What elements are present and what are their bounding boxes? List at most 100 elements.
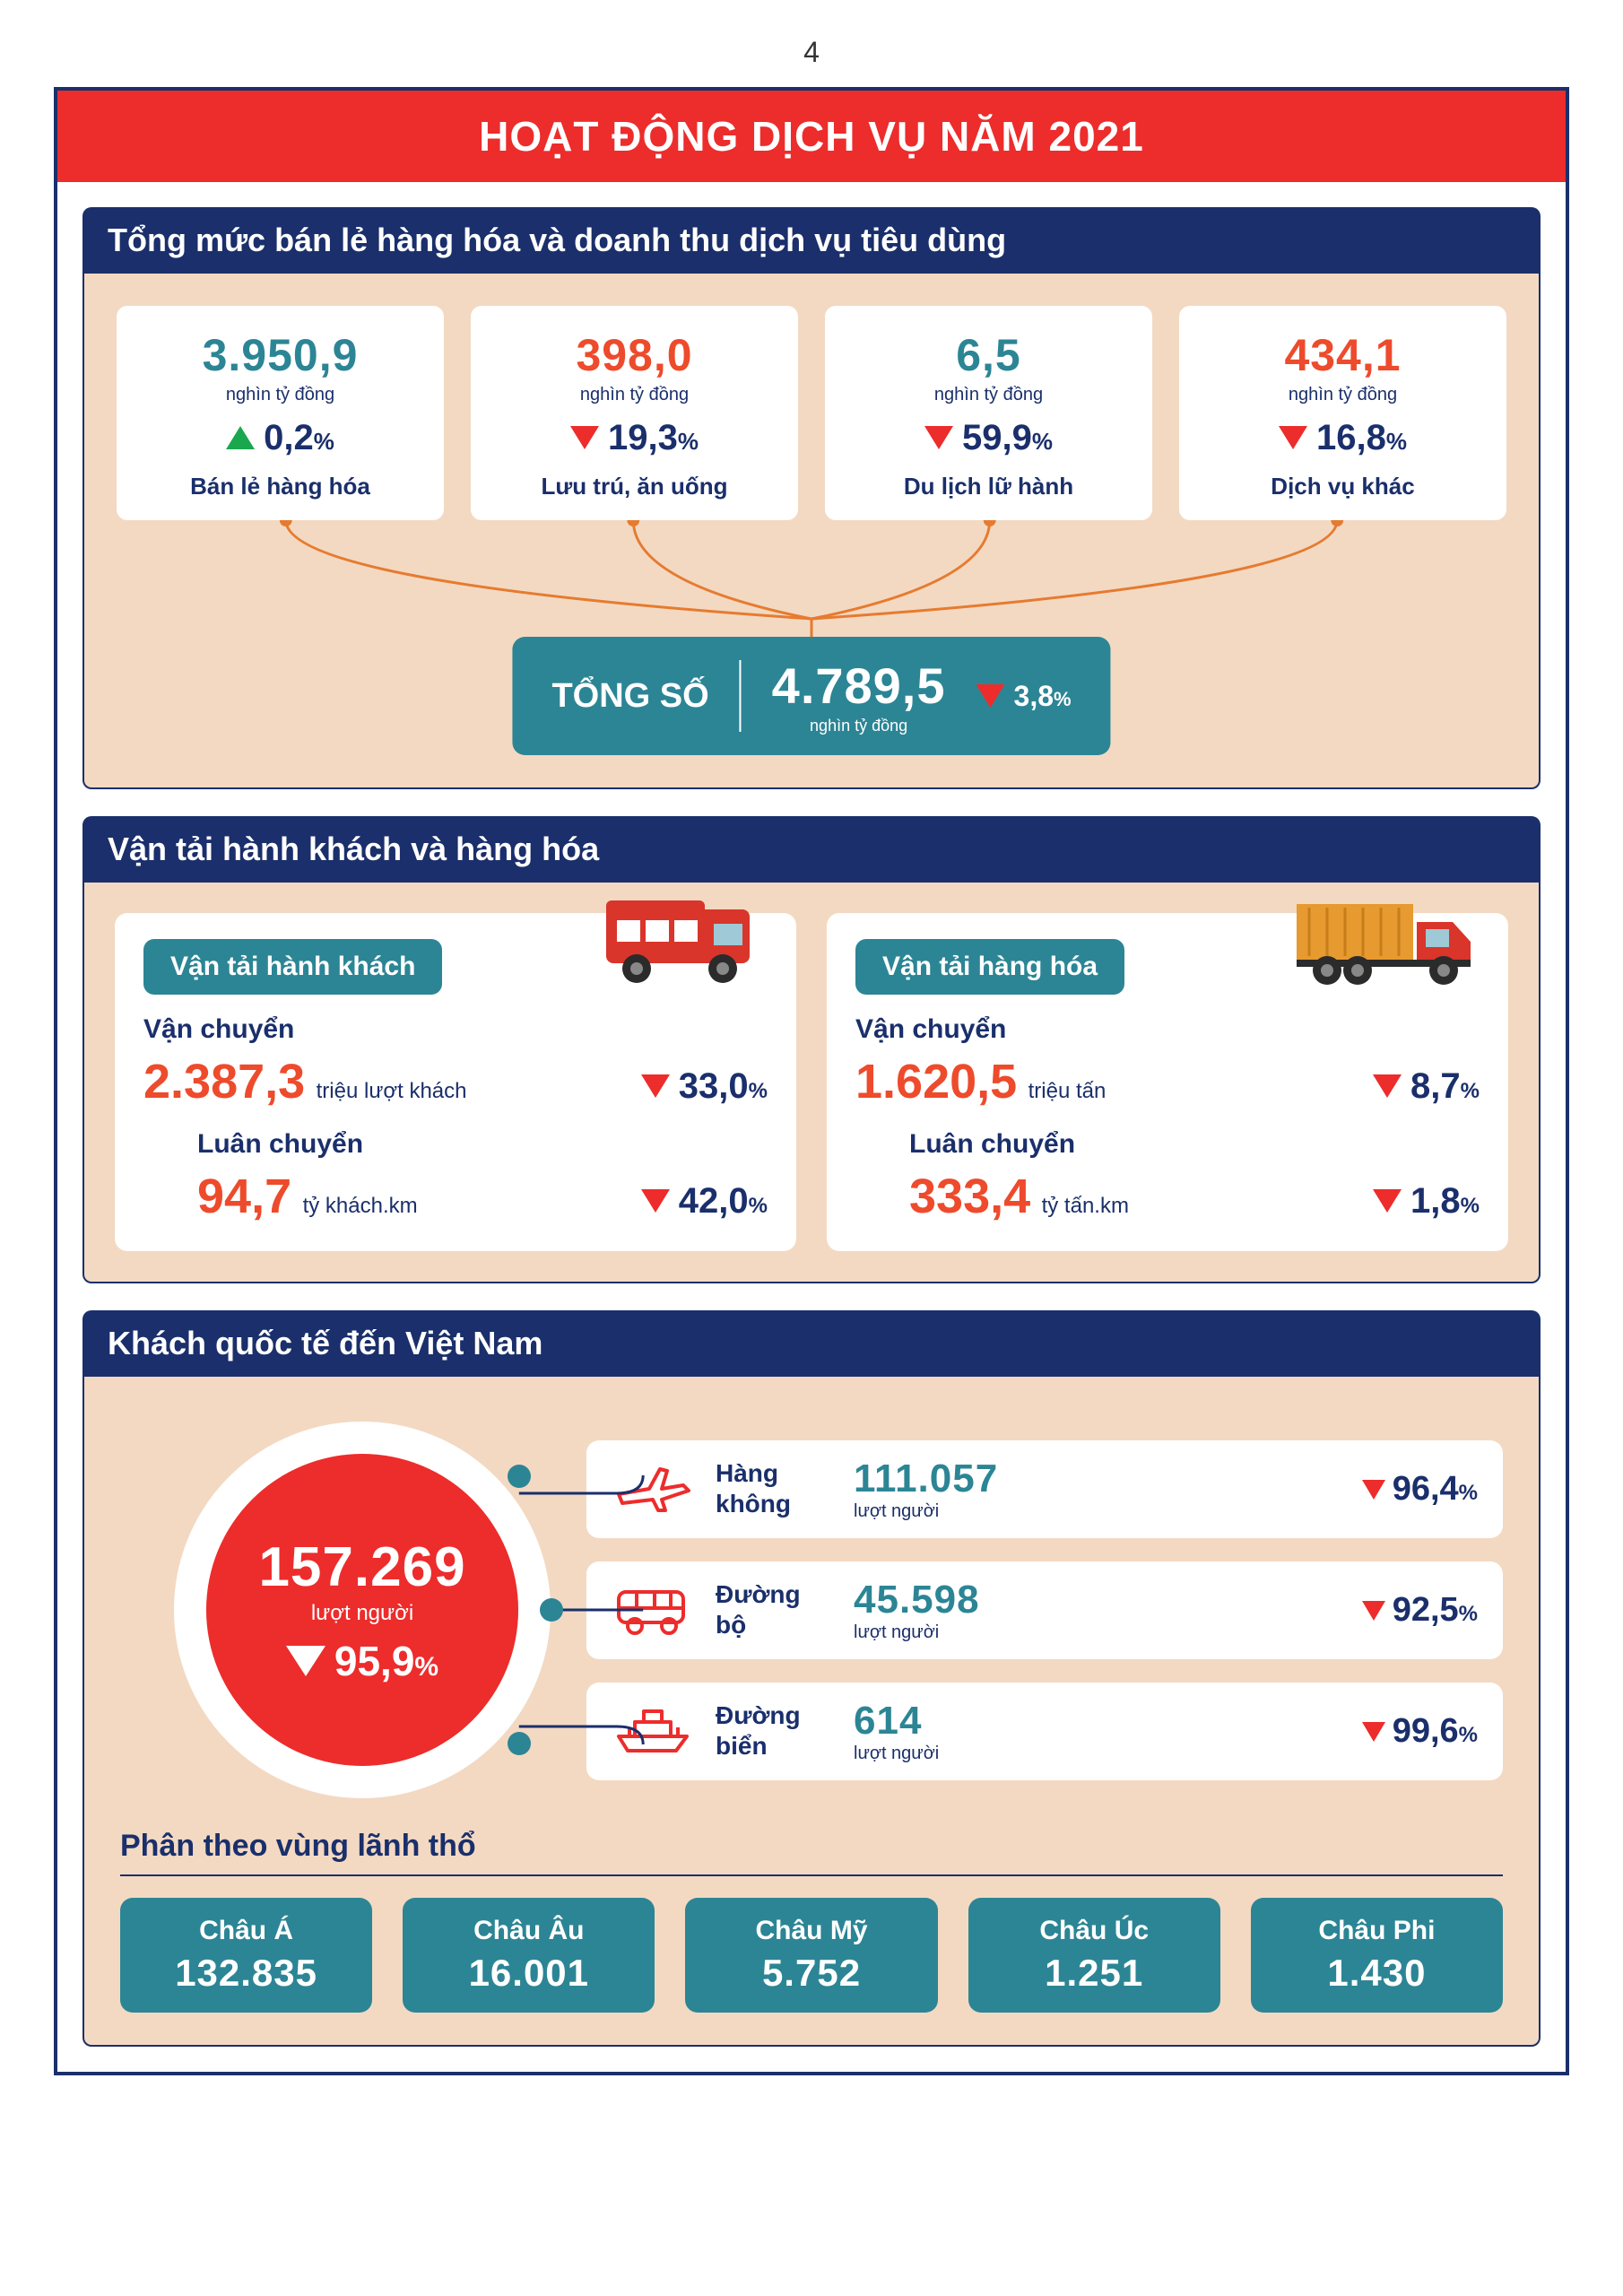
- region-label: Châu Úc: [977, 1916, 1211, 1946]
- pct-symbol: %: [678, 428, 699, 455]
- passenger-row-1: Vận chuyển 2.387,3 triệu lượt khách 33,0…: [143, 1014, 768, 1109]
- region-asia: Châu Á 132.835: [120, 1898, 372, 2013]
- visitors-total-unit: lượt người: [311, 1601, 413, 1626]
- row-value: 333,4: [909, 1170, 1030, 1223]
- total-value-wrap: 4.789,5 nghìn tỷ đồng: [772, 657, 946, 735]
- kpi-change: 59,9%: [839, 418, 1138, 458]
- region-label: Châu Á: [129, 1916, 363, 1946]
- visitors-total-change-value: 95,9: [334, 1638, 415, 1684]
- pct-symbol: %: [1461, 1079, 1480, 1103]
- kpi-unit: nghìn tỷ đồng: [1193, 385, 1492, 405]
- kpi-card-lodging: 398,0 nghìn tỷ đồng 19,3% Lưu trú, ăn uố…: [471, 306, 798, 520]
- freight-row-2: Luân chuyển 333,4 tỷ tấn.km 1,8%: [855, 1129, 1480, 1224]
- mode-label: Hàng không: [716, 1458, 832, 1518]
- mode-value: 45.598: [854, 1578, 980, 1622]
- mode-label: Đường bộ: [716, 1579, 832, 1639]
- transport-header: Vận tải hành khách và hàng hóa: [82, 816, 1541, 883]
- passenger-badge: Vận tải hành khách: [143, 939, 442, 995]
- visitors-top: 157.269 lượt người 95,9%: [120, 1422, 1503, 1798]
- pct-symbol: %: [1459, 1723, 1478, 1747]
- pct-symbol: %: [1386, 428, 1407, 455]
- mode-label: Đường biển: [716, 1700, 832, 1761]
- row-value: 1.620,5: [855, 1055, 1017, 1109]
- kpi-value: 3.950,9: [131, 329, 430, 381]
- mode-unit: lượt người: [854, 1622, 980, 1643]
- region-value: 5.752: [694, 1952, 928, 1995]
- mode-change-value: 99,6: [1393, 1712, 1459, 1750]
- kpi-unit: nghìn tỷ đồng: [131, 385, 430, 405]
- divider: [120, 1874, 1503, 1876]
- row-change-value: 8,7: [1410, 1066, 1461, 1106]
- regions-row: Châu Á 132.835 Châu Âu 16.001 Châu Mỹ 5.…: [120, 1898, 1503, 2013]
- pct-symbol: %: [1032, 428, 1053, 455]
- row-change-value: 33,0: [679, 1066, 749, 1106]
- region-label: Châu Mỹ: [694, 1916, 928, 1946]
- divider: [740, 660, 742, 732]
- pct-symbol: %: [749, 1079, 768, 1103]
- freight-row-1: Vận chuyển 1.620,5 triệu tấn 8,7%: [855, 1014, 1480, 1109]
- kpi-label: Bán lẻ hàng hóa: [131, 473, 430, 500]
- arrow-down-icon: [1373, 1189, 1402, 1213]
- connector-dot: [508, 1465, 531, 1488]
- mode-change: 92,5%: [1362, 1591, 1478, 1630]
- total-unit: nghìn tỷ đồng: [772, 717, 946, 735]
- row-unit: triệu tấn: [1028, 1079, 1107, 1103]
- row-label: Luân chuyển: [197, 1129, 768, 1160]
- total-label: TỔNG SỐ: [551, 677, 708, 716]
- connector-lines: [117, 520, 1506, 637]
- pct-symbol: %: [1459, 1602, 1478, 1626]
- ship-icon: [612, 1700, 694, 1762]
- kpi-value: 6,5: [839, 329, 1138, 381]
- region-title: Phân theo vùng lãnh thổ: [120, 1829, 1503, 1864]
- arrow-down-icon: [1362, 1601, 1385, 1621]
- page-frame: HOẠT ĐỘNG DỊCH VỤ NĂM 2021 Tổng mức bán …: [54, 87, 1569, 2075]
- kpi-value: 398,0: [485, 329, 784, 381]
- passenger-card: Vận tải hành khách: [115, 913, 796, 1251]
- mode-change-value: 96,4: [1393, 1470, 1459, 1508]
- visitors-circle: 157.269 lượt người 95,9%: [174, 1422, 551, 1798]
- row-unit: triệu lượt khách: [317, 1079, 467, 1103]
- pct-symbol: %: [1461, 1194, 1480, 1218]
- kpi-change-value: 59,9: [962, 418, 1032, 457]
- arrow-down-icon: [924, 426, 953, 449]
- pct-symbol: %: [414, 1652, 438, 1682]
- visitors-panel: 157.269 lượt người 95,9%: [82, 1377, 1541, 2047]
- title-banner: HOẠT ĐỘNG DỊCH VỤ NĂM 2021: [57, 91, 1566, 182]
- van-icon: [612, 1579, 694, 1641]
- kpi-label: Du lịch lữ hành: [839, 473, 1138, 500]
- mode-change: 96,4%: [1362, 1470, 1478, 1509]
- region-value: 1.430: [1260, 1952, 1494, 1995]
- region-europe: Châu Âu 16.001: [403, 1898, 655, 2013]
- arrow-down-icon: [976, 684, 1005, 708]
- kpi-change-value: 0,2: [264, 418, 314, 457]
- arrow-down-icon: [1373, 1074, 1402, 1098]
- visitor-modes: Hàng không 111.057 lượt người 96,4%: [586, 1440, 1503, 1780]
- mode-change-value: 92,5: [1393, 1591, 1459, 1629]
- kpi-value: 434,1: [1193, 329, 1492, 381]
- row-unit: tỷ khách.km: [303, 1194, 418, 1218]
- row-change-value: 1,8: [1410, 1181, 1461, 1221]
- pct-symbol: %: [749, 1194, 768, 1218]
- kpi-change: 16,8%: [1193, 418, 1492, 458]
- total-value: 4.789,5: [772, 657, 946, 715]
- kpi-change-value: 16,8: [1316, 418, 1386, 457]
- connector-dot: [540, 1598, 563, 1622]
- pct-symbol: %: [1054, 688, 1072, 710]
- mode-unit: lượt người: [854, 1744, 939, 1764]
- retail-header: Tổng mức bán lẻ hàng hóa và doanh thu dị…: [82, 207, 1541, 274]
- kpi-unit: nghìn tỷ đồng: [839, 385, 1138, 405]
- mode-value: 614: [854, 1699, 939, 1744]
- row-change: 42,0%: [641, 1181, 768, 1222]
- mode-road: Đường bộ 45.598 lượt người 92,5%: [586, 1561, 1503, 1659]
- freight-badge: Vận tải hàng hóa: [855, 939, 1124, 995]
- freight-card: Vận tải hàng hóa: [827, 913, 1508, 1251]
- row-value: 2.387,3: [143, 1055, 305, 1109]
- kpi-card-other: 434,1 nghìn tỷ đồng 16,8% Dịch vụ khác: [1179, 306, 1506, 520]
- kpi-change: 0,2%: [131, 418, 430, 458]
- row-change: 1,8%: [1373, 1181, 1480, 1222]
- arrow-down-icon: [1362, 1480, 1385, 1500]
- arrow-down-icon: [641, 1074, 670, 1098]
- retail-panel: 3.950,9 nghìn tỷ đồng 0,2% Bán lẻ hàng h…: [82, 274, 1541, 789]
- kpi-label: Dịch vụ khác: [1193, 473, 1492, 500]
- row-unit: tỷ tấn.km: [1042, 1194, 1129, 1218]
